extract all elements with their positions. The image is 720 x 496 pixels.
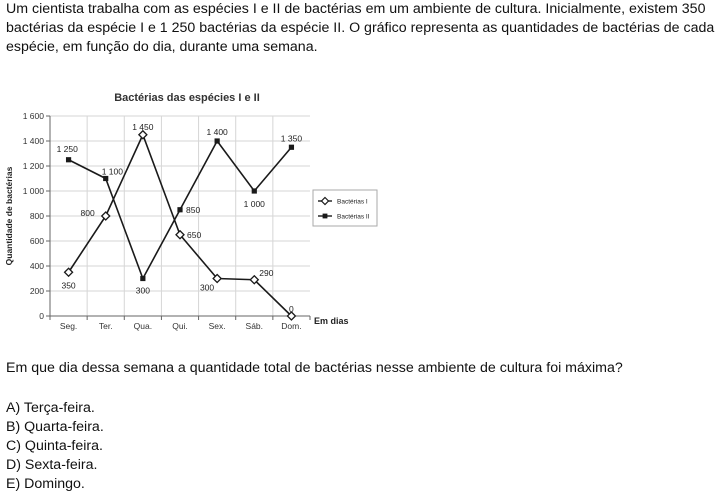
y-tick-label: 1 200: [23, 161, 45, 171]
x-tick-label: Seg.: [60, 321, 78, 331]
point-diamond: [63, 267, 74, 278]
y-tick-label: 200: [30, 286, 44, 296]
data-label: 300: [136, 286, 150, 296]
data-label: 290: [259, 268, 273, 278]
point-diamond: [286, 311, 297, 321]
point-square: [65, 157, 72, 163]
y-tick-label: 600: [30, 236, 44, 246]
y-tick-label: 400: [30, 261, 44, 271]
y-tick-label: 800: [30, 211, 44, 221]
series-line-1: [67, 132, 292, 317]
x-tick-label: Sáb.: [246, 321, 264, 331]
bacteria-line-chart: Bactérias das espécies I e II Quantidade…: [4, 92, 378, 331]
legend-marker-square: [322, 213, 328, 219]
x-axis-label: Em dias: [314, 316, 349, 326]
x-tick-label: Sex.: [209, 321, 226, 331]
gridlines: [50, 115, 310, 316]
y-tick-label: 1 600: [23, 111, 45, 121]
x-tick-label: Qua.: [134, 321, 152, 331]
data-label: 300: [200, 283, 214, 293]
option-b[interactable]: B) Quarta-feira.: [6, 419, 104, 435]
option-a[interactable]: A) Terça-feira.: [6, 400, 95, 416]
y-tick-label: 0: [39, 311, 44, 321]
data-labels: 350 800 1 450 650 300 290 0 1 250 1 100 300 850 1 4…: [57, 122, 303, 314]
y-tick-label: 1 400: [23, 136, 45, 146]
data-label: 850: [186, 205, 200, 215]
data-label: 1 000: [244, 199, 266, 209]
point-diamond: [249, 274, 260, 285]
data-label: 650: [187, 230, 201, 240]
series-group: [63, 129, 297, 321]
point-square: [214, 138, 220, 144]
y-axis-label: Quantidade de bactérias: [4, 166, 14, 265]
legend: Bactérias I Bactérias II: [312, 189, 378, 227]
legend-box: [312, 189, 378, 227]
point-diamond: [100, 211, 111, 221]
legend-marker-diamond: [320, 196, 330, 206]
data-label: 1 350: [281, 133, 303, 143]
data-label: 800: [81, 208, 95, 218]
point-square: [140, 275, 146, 282]
chart-title: Bactérias das espécies I e II: [114, 92, 260, 104]
point-diamond: [137, 129, 148, 140]
point-square: [177, 207, 183, 213]
point-square: [251, 188, 257, 194]
point-diamond: [212, 273, 223, 284]
data-label: 0: [289, 304, 294, 314]
data-label: 1 100: [102, 167, 124, 177]
axes: 0 200 400 600 800 1 000 1 200 1 400 1 600 Seg. Ter…: [23, 111, 311, 331]
answer-options: A) Terça-feira. B) Quarta-feira. C) Quin…: [6, 399, 104, 494]
legend-label: Bactérias II: [337, 214, 370, 221]
option-c[interactable]: C) Quinta-feira.: [6, 438, 103, 454]
data-label: 1 250: [57, 144, 79, 154]
x-tick-label: Dom.: [281, 321, 301, 331]
legend-label: Bactérias I: [337, 199, 368, 206]
point-square: [103, 175, 109, 182]
y-tick-label: 1 000: [23, 186, 45, 196]
question-text: Em que dia dessa semana a quantidade tot…: [6, 360, 623, 376]
x-tick-label: Qui.: [172, 321, 188, 331]
intro-text: Um cientista trabalha com as espécies I …: [6, 1, 715, 55]
point-diamond: [175, 229, 185, 240]
x-tick-label: Ter.: [99, 321, 113, 331]
data-label: 1 400: [207, 127, 229, 137]
option-e[interactable]: E) Domingo.: [6, 476, 85, 492]
option-d[interactable]: D) Sexta-feira.: [6, 457, 98, 473]
data-label: 350: [61, 280, 75, 290]
point-square: [288, 144, 295, 150]
data-label: 1 450: [132, 122, 154, 132]
